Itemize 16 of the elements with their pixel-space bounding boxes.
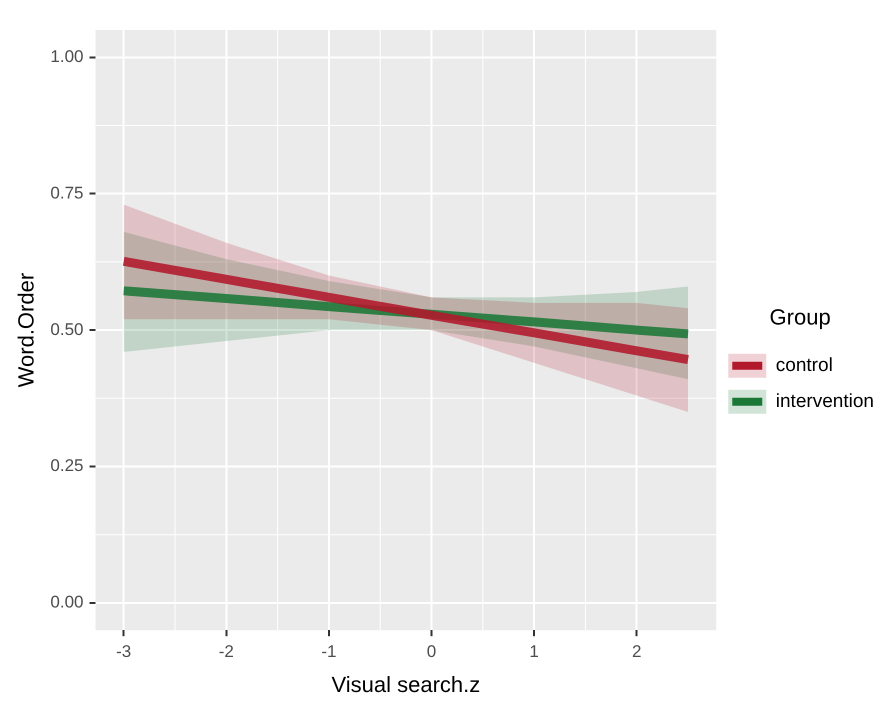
x-tick-label: -1	[321, 642, 336, 662]
x-tick-label: 2	[632, 642, 642, 662]
legend-label: control	[776, 354, 833, 376]
x-axis-title: Visual search.z	[331, 672, 480, 697]
y-tick-label: 1.00	[50, 46, 84, 66]
y-tick-label: 0.00	[50, 592, 84, 612]
x-tick-label: 0	[426, 642, 436, 662]
y-tick-label: 0.25	[50, 456, 84, 476]
y-tick-label: 0.75	[50, 183, 84, 202]
legend-label: intervention	[776, 390, 874, 412]
x-tick-label: 1	[529, 642, 539, 662]
x-tick-label: -3	[116, 642, 132, 662]
y-axis-title: Word.Order	[13, 272, 38, 388]
y-tick-label: 0.50	[50, 320, 84, 339]
legend-title: Group	[770, 304, 831, 330]
x-tick-label: -2	[218, 642, 234, 662]
